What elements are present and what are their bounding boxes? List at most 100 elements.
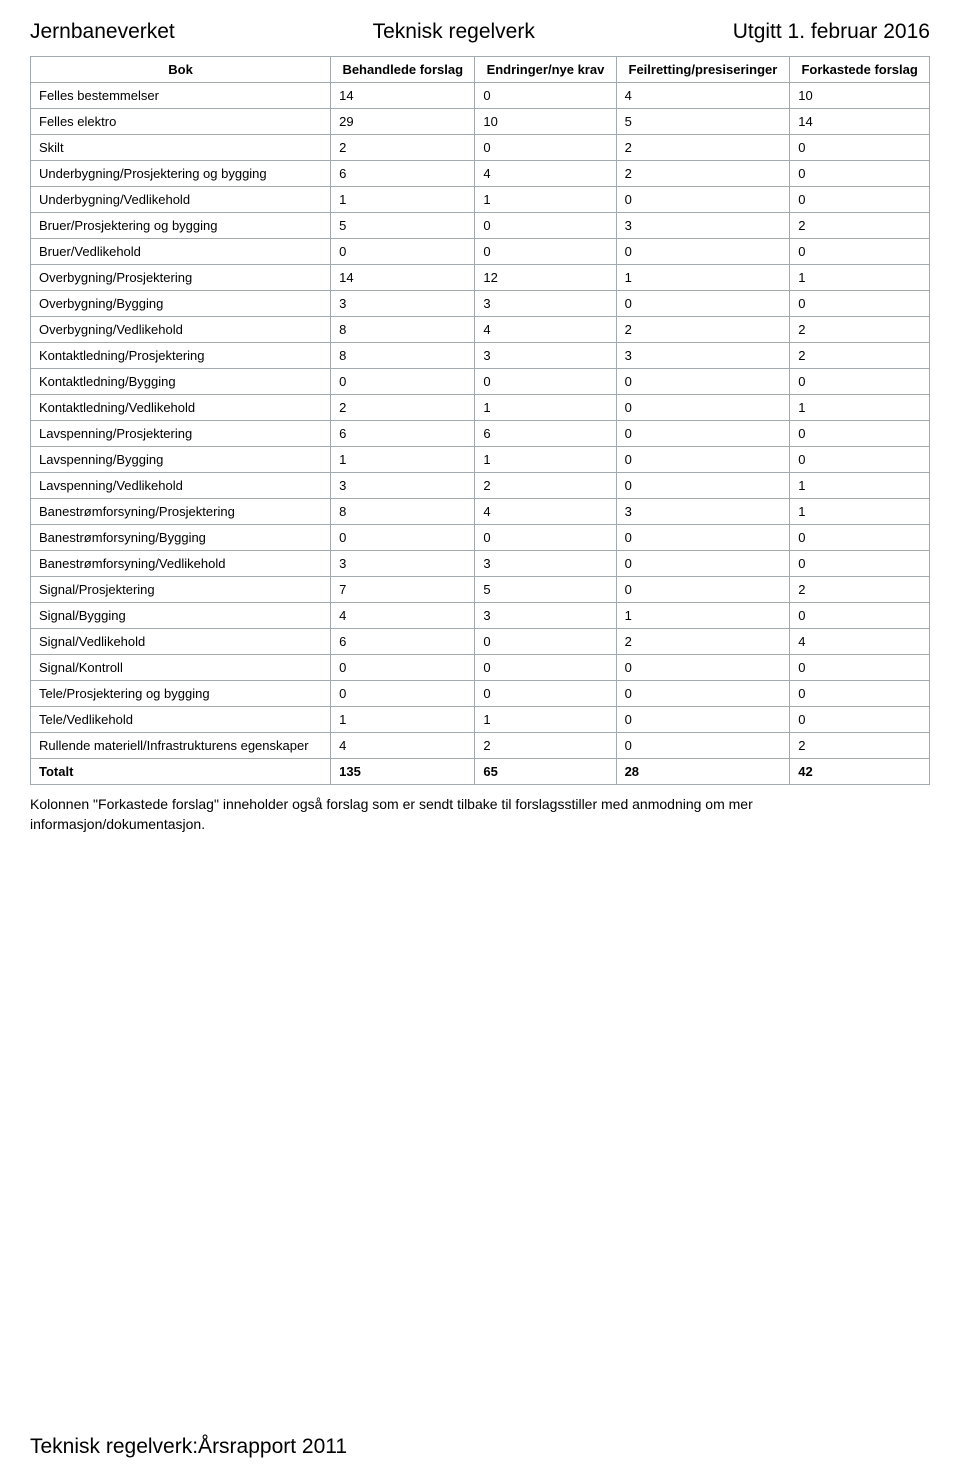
table-cell: 1 (616, 265, 790, 291)
table-cell: 0 (331, 681, 475, 707)
table-row: Bruer/Vedlikehold0000 (31, 239, 930, 265)
table-cell: Lavspenning/Bygging (31, 447, 331, 473)
table-row: Kontaktledning/Vedlikehold2101 (31, 395, 930, 421)
table-cell: 0 (790, 291, 930, 317)
table-cell: 5 (616, 109, 790, 135)
table-cell: Tele/Vedlikehold (31, 707, 331, 733)
table-row: Underbygning/Vedlikehold1100 (31, 187, 930, 213)
table-cell: 12 (475, 265, 616, 291)
table-cell: 6 (475, 421, 616, 447)
table-row: Banestrømforsyning/Vedlikehold3300 (31, 551, 930, 577)
table-cell: Totalt (31, 759, 331, 785)
header-left: Jernbaneverket (30, 20, 175, 44)
table-cell: 0 (616, 187, 790, 213)
table-cell: 2 (331, 395, 475, 421)
table-cell: 8 (331, 343, 475, 369)
col-behandlede: Behandlede forslag (331, 57, 475, 83)
table-cell: 0 (331, 655, 475, 681)
table-cell: 14 (331, 83, 475, 109)
table-cell: 0 (616, 291, 790, 317)
table-cell: 1 (475, 447, 616, 473)
table-cell: 1 (331, 187, 475, 213)
table-cell: 2 (790, 577, 930, 603)
header-right: Utgitt 1. februar 2016 (733, 20, 930, 44)
table-cell: Signal/Bygging (31, 603, 331, 629)
table-cell: 0 (616, 473, 790, 499)
table-cell: 0 (790, 239, 930, 265)
table-cell: Skilt (31, 135, 331, 161)
table-row: Felles bestemmelser140410 (31, 83, 930, 109)
table-cell: 0 (790, 421, 930, 447)
table-cell: 7 (331, 577, 475, 603)
table-cell: Overbygning/Prosjektering (31, 265, 331, 291)
table-cell: Rullende materiell/Infrastrukturens egen… (31, 733, 331, 759)
table-cell: 0 (790, 187, 930, 213)
table-cell: 2 (475, 473, 616, 499)
table-cell: 2 (616, 317, 790, 343)
table-cell: 2 (616, 135, 790, 161)
table-cell: 3 (475, 551, 616, 577)
table-row: Banestrømforsyning/Bygging0000 (31, 525, 930, 551)
table-cell: 0 (616, 681, 790, 707)
table-cell: 0 (475, 525, 616, 551)
table-row: Signal/Kontroll0000 (31, 655, 930, 681)
table-cell: 3 (616, 343, 790, 369)
table-cell: 0 (331, 525, 475, 551)
table-cell: Kontaktledning/Bygging (31, 369, 331, 395)
table-cell: 0 (475, 629, 616, 655)
data-table: Bok Behandlede forslag Endringer/nye kra… (30, 56, 930, 785)
table-cell: Banestrømforsyning/Prosjektering (31, 499, 331, 525)
table-cell: 0 (790, 135, 930, 161)
table-cell: Overbygning/Bygging (31, 291, 331, 317)
table-cell: 1 (475, 187, 616, 213)
table-cell: 2 (790, 213, 930, 239)
table-cell: 1 (790, 499, 930, 525)
page-footer: Teknisk regelverk:Årsrapport 2011 (30, 1435, 347, 1459)
page-header: Jernbaneverket Teknisk regelverk Utgitt … (30, 20, 930, 44)
table-cell: 0 (616, 525, 790, 551)
table-cell: Lavspenning/Vedlikehold (31, 473, 331, 499)
table-row: Overbygning/Prosjektering141211 (31, 265, 930, 291)
table-cell: 0 (331, 239, 475, 265)
table-cell: 1 (475, 395, 616, 421)
table-cell: 0 (790, 551, 930, 577)
table-cell: 0 (616, 577, 790, 603)
table-cell: 3 (331, 551, 475, 577)
page: Jernbaneverket Teknisk regelverk Utgitt … (0, 0, 960, 1477)
table-cell: Signal/Prosjektering (31, 577, 331, 603)
table-row: Skilt2020 (31, 135, 930, 161)
col-forkastede: Forkastede forslag (790, 57, 930, 83)
table-cell: 0 (790, 655, 930, 681)
table-cell: 2 (475, 733, 616, 759)
table-cell: 4 (475, 161, 616, 187)
table-row: Kontaktledning/Bygging0000 (31, 369, 930, 395)
table-cell: 0 (616, 655, 790, 681)
table-row: Overbygning/Vedlikehold8422 (31, 317, 930, 343)
table-cell: 2 (790, 733, 930, 759)
table-cell: 0 (790, 707, 930, 733)
table-row: Signal/Prosjektering7502 (31, 577, 930, 603)
table-row: Signal/Vedlikehold6024 (31, 629, 930, 655)
table-cell: 4 (475, 499, 616, 525)
table-cell: 2 (790, 343, 930, 369)
table-cell: 0 (616, 733, 790, 759)
table-cell: 0 (475, 135, 616, 161)
table-cell: 0 (616, 447, 790, 473)
table-cell: 0 (331, 369, 475, 395)
table-row: Tele/Vedlikehold1100 (31, 707, 930, 733)
table-row: Signal/Bygging4310 (31, 603, 930, 629)
table-cell: 3 (616, 213, 790, 239)
table-cell: 3 (475, 343, 616, 369)
table-cell: 1 (616, 603, 790, 629)
table-cell: Lavspenning/Prosjektering (31, 421, 331, 447)
col-bok: Bok (31, 57, 331, 83)
table-cell: 1 (331, 447, 475, 473)
table-cell: 2 (331, 135, 475, 161)
table-cell: 135 (331, 759, 475, 785)
table-cell: 0 (616, 551, 790, 577)
table-cell: 2 (616, 161, 790, 187)
table-cell: Felles elektro (31, 109, 331, 135)
table-cell: 3 (331, 473, 475, 499)
table-cell: 10 (790, 83, 930, 109)
table-cell: 6 (331, 421, 475, 447)
